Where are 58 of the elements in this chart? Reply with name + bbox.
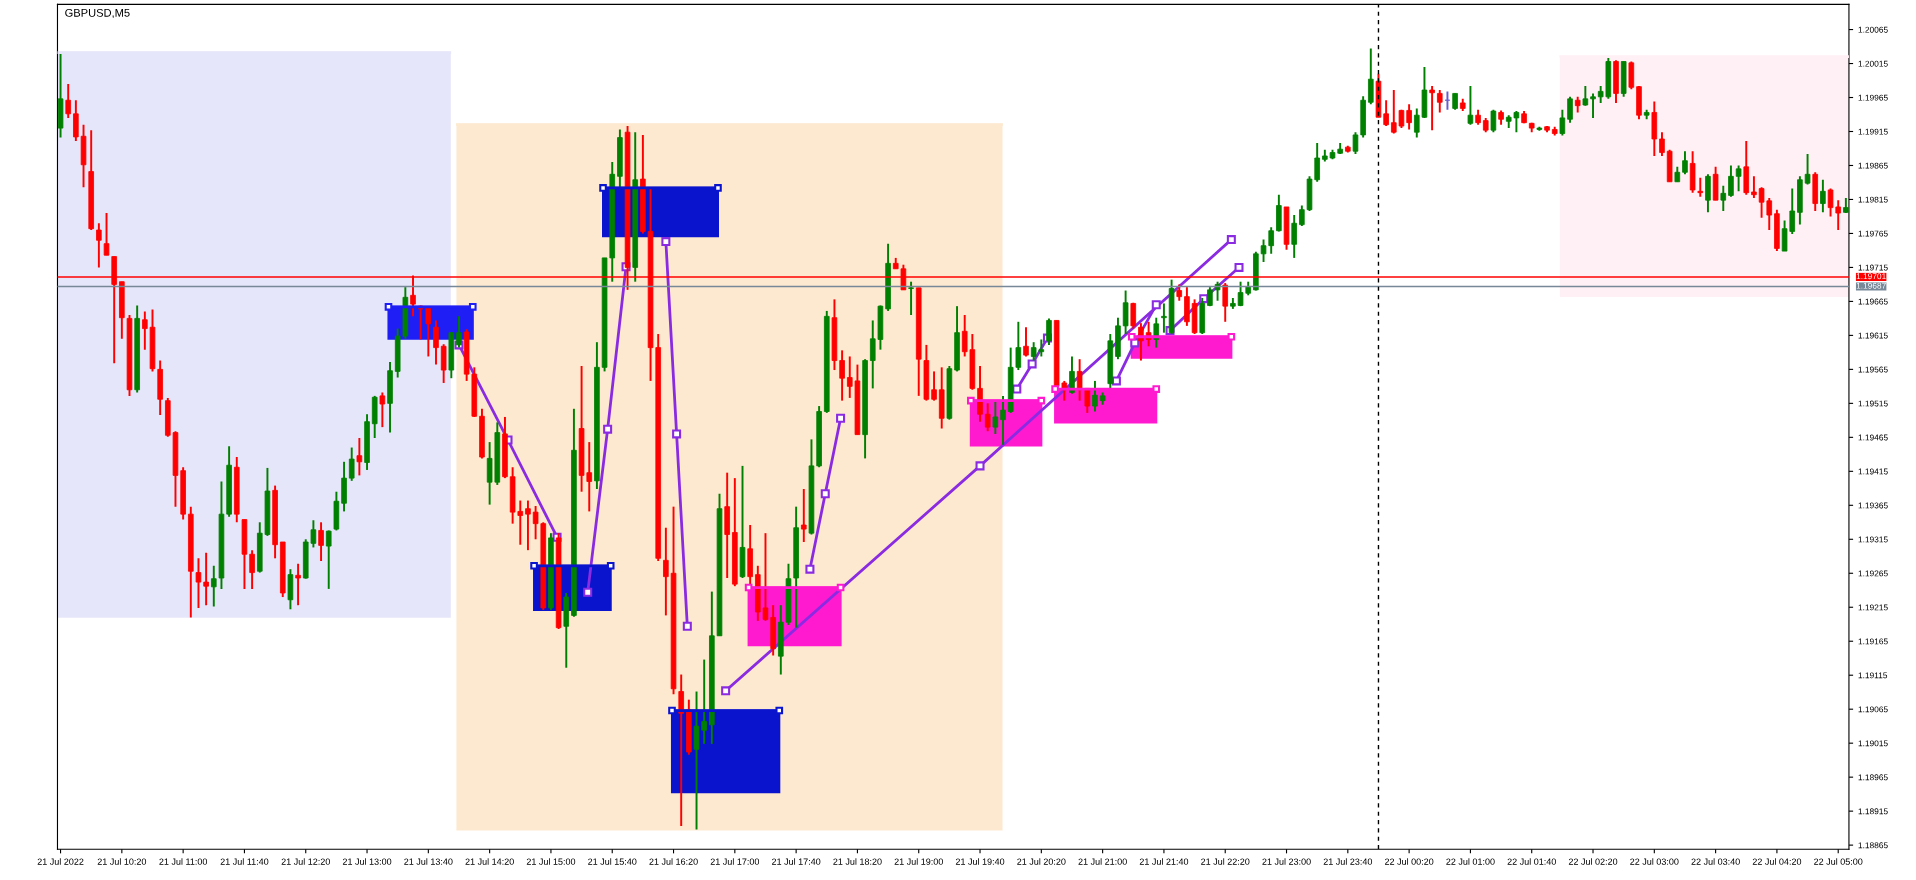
x-tick-label: 22 Jul 05:00 <box>1814 858 1863 865</box>
x-tick-label: 21 Jul 18:20 <box>833 858 882 865</box>
y-tick-label: 1.19365 <box>1858 502 1888 509</box>
ref-line-label: 1.19687 <box>1856 282 1886 289</box>
x-tick-label: 21 Jul 17:40 <box>771 858 821 865</box>
y-tick-label: 1.19865 <box>1858 162 1888 169</box>
y-tick-label: 1.19815 <box>1858 196 1888 203</box>
x-tick-label: 21 Jul 23:00 <box>1262 858 1311 865</box>
x-tick-label: 21 Jul 13:00 <box>342 858 392 865</box>
y-tick-label: 1.19715 <box>1858 264 1888 271</box>
x-tick-label: 21 Jul 2022 <box>37 858 84 865</box>
x-tick-label: 21 Jul 11:40 <box>220 858 269 865</box>
x-tick-label: 22 Jul 01:00 <box>1446 858 1495 865</box>
x-tick-label: 22 Jul 04:20 <box>1752 858 1802 865</box>
x-tick-label: 21 Jul 19:40 <box>955 858 1005 865</box>
y-tick-label: 1.19915 <box>1858 128 1888 135</box>
y-tick-label: 1.19115 <box>1858 672 1888 679</box>
y-tick-label: 1.19265 <box>1858 570 1888 577</box>
x-tick-label: 22 Jul 00:20 <box>1384 858 1434 865</box>
x-tick-label: 22 Jul 02:20 <box>1568 858 1618 865</box>
x-tick-label: 22 Jul 03:40 <box>1691 858 1740 865</box>
x-tick-label: 21 Jul 19:00 <box>894 858 943 865</box>
x-tick-label: 21 Jul 10:20 <box>97 858 147 865</box>
y-tick-label: 1.19415 <box>1858 468 1888 475</box>
y-tick-label: 1.19765 <box>1858 230 1888 237</box>
x-tick-label: 21 Jul 12:20 <box>281 858 330 865</box>
y-tick-label: 1.19215 <box>1858 604 1888 611</box>
x-tick-label: 21 Jul 14:20 <box>465 858 514 865</box>
ref-line-label: 1.19701 <box>1856 273 1886 280</box>
x-tick-label: 21 Jul 23:40 <box>1323 858 1373 865</box>
x-tick-label: 21 Jul 13:40 <box>404 858 453 865</box>
x-tick-label: 22 Jul 01:40 <box>1507 858 1556 865</box>
x-tick-label: 21 Jul 11:00 <box>159 858 208 865</box>
x-tick-label: 21 Jul 21:40 <box>1139 858 1189 865</box>
y-tick-label: 1.18915 <box>1858 808 1888 815</box>
chart-title: GBPUSD,M5 <box>65 8 130 19</box>
x-tick-label: 21 Jul 17:00 <box>710 858 760 865</box>
y-tick-label: 1.19615 <box>1858 332 1888 339</box>
y-tick-label: 1.19515 <box>1858 400 1888 407</box>
y-tick-label: 1.19665 <box>1858 298 1888 305</box>
y-tick-label: 1.20015 <box>1858 60 1888 67</box>
x-tick-label: 21 Jul 15:40 <box>588 858 637 865</box>
y-tick-label: 1.19465 <box>1858 434 1888 441</box>
y-tick-label: 1.19315 <box>1858 536 1888 543</box>
x-tick-label: 21 Jul 21:00 <box>1078 858 1127 865</box>
y-tick-label: 1.19065 <box>1858 706 1888 713</box>
y-tick-label: 1.19015 <box>1858 740 1888 747</box>
y-tick-label: 1.19165 <box>1858 638 1888 645</box>
y-tick-label: 1.18965 <box>1858 774 1888 781</box>
x-tick-label: 21 Jul 22:20 <box>1201 858 1250 865</box>
x-tick-label: 21 Jul 16:20 <box>649 858 698 865</box>
y-tick-label: 1.20065 <box>1858 26 1888 33</box>
x-tick-label: 21 Jul 20:20 <box>1017 858 1066 865</box>
x-tick-label: 22 Jul 03:00 <box>1630 858 1679 865</box>
y-tick-label: 1.18865 <box>1858 842 1888 849</box>
y-tick-label: 1.19965 <box>1858 94 1888 101</box>
x-tick-label: 21 Jul 15:00 <box>526 858 576 865</box>
y-tick-label: 1.19565 <box>1858 366 1888 373</box>
